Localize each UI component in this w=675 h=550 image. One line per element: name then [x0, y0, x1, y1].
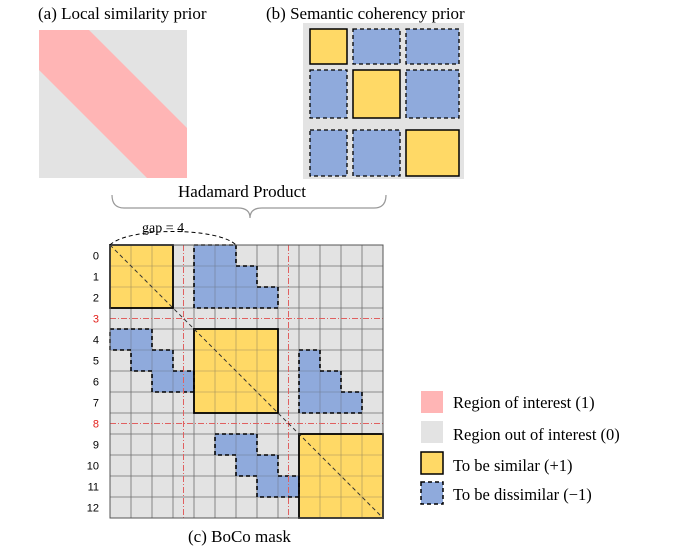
- mask-row-label: 0: [93, 251, 99, 263]
- legend-label-out: Region out of interest (0): [453, 425, 620, 444]
- legend-label-dissimilar: To be dissimilar (−1): [453, 485, 592, 504]
- mask-dissimilar-outline: [193, 244, 279, 309]
- mask-row-label: 8: [93, 419, 99, 431]
- mask-dissimilar-region: [299, 350, 362, 413]
- boco-mask-title: (c) BoCo mask: [188, 527, 291, 546]
- semantic-similar-block: [352, 69, 401, 119]
- mask-row-label: 2: [93, 293, 99, 305]
- mask-row-label: 10: [87, 461, 99, 473]
- semantic-dissimilar-block: [309, 69, 348, 119]
- hadamard-label: Hadamard Product: [178, 182, 306, 201]
- mask-row-label: 7: [93, 398, 99, 410]
- mask-row-label: 12: [87, 503, 99, 515]
- legend-label-similar: To be similar (+1): [453, 456, 573, 475]
- semantic-dissimilar-block: [309, 129, 348, 177]
- legend-swatch-out: [421, 421, 443, 443]
- legend: [420, 391, 444, 505]
- semantic-dissimilar-block: [352, 28, 401, 65]
- mask-similar-outline: [193, 328, 279, 414]
- gap-arc: [109, 231, 237, 246]
- legend-swatch-roi: [421, 391, 443, 413]
- legend-swatch-similar: [420, 451, 444, 475]
- semantic-dissimilar-block: [405, 28, 460, 65]
- semantic-prior-title: (b) Semantic coherency prior: [266, 4, 465, 23]
- legend-swatch-dissimilar: [420, 481, 444, 505]
- semantic-similar-block: [309, 28, 348, 65]
- local-prior-band: [39, 30, 187, 178]
- mask-row-label: 11: [88, 482, 99, 494]
- mask-diagonal-line: [109, 244, 384, 519]
- mask-dissimilar-outline: [298, 349, 363, 414]
- semantic-dissimilar-block: [405, 69, 460, 119]
- semantic-coherency-prior: [303, 23, 464, 179]
- mask-border: [109, 244, 384, 519]
- legend-label-roi: Region of interest (1): [453, 393, 595, 412]
- mask-row-label: 4: [93, 335, 99, 347]
- semantic-similar-block: [405, 129, 460, 177]
- mask-row-label: 3: [93, 314, 99, 326]
- mask-row-label: 9: [93, 440, 99, 452]
- gap-label: gap = 4: [142, 221, 184, 236]
- mask-row-label: 6: [93, 377, 99, 389]
- mask-row-label: 5: [93, 356, 99, 368]
- mask-row-label: 1: [93, 272, 99, 284]
- local-prior-title: (a) Local similarity prior: [38, 4, 207, 23]
- local-similarity-prior: [39, 30, 187, 178]
- hadamard-brace: [111, 194, 387, 219]
- semantic-dissimilar-block: [352, 129, 401, 177]
